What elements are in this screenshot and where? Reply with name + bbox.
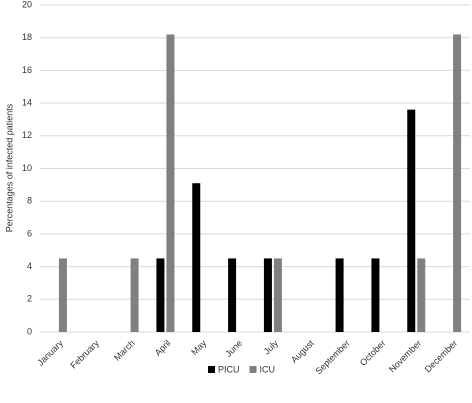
bar [166, 34, 175, 333]
y-tick-label: 18 [22, 32, 32, 42]
bar [273, 258, 282, 332]
x-tick-label: September [313, 338, 351, 376]
x-tick-label: March [112, 338, 137, 363]
x-tick-label: June [223, 338, 244, 359]
legend-label: PICU [218, 364, 240, 374]
bar [417, 258, 426, 332]
y-tick-label: 10 [22, 163, 32, 173]
x-tick-label: April [153, 338, 173, 358]
y-tick-label: 12 [22, 130, 32, 140]
x-tick-label: December [423, 338, 459, 374]
x-tick-label: July [262, 338, 281, 357]
bar [130, 258, 139, 332]
bar [335, 258, 344, 332]
x-tick-label: October [358, 338, 388, 368]
y-axis-label: Percentages of infected patients [4, 103, 14, 232]
legend-swatch [249, 366, 257, 373]
bar [263, 258, 272, 332]
y-tick-label: 8 [27, 196, 32, 206]
x-tick-label: January [35, 338, 65, 368]
y-tick-label: 2 [27, 294, 32, 304]
bar [407, 109, 416, 332]
y-tick-label: 6 [27, 228, 32, 238]
x-tick-label: May [189, 338, 208, 357]
bar [192, 183, 201, 332]
y-tick-label: 0 [27, 326, 32, 336]
x-tick-label: August [289, 338, 316, 365]
bar [453, 34, 462, 333]
x-tick-label: November [387, 338, 423, 374]
bar [156, 258, 165, 332]
y-tick-label: 4 [27, 261, 32, 271]
y-tick-label: 20 [22, 0, 32, 9]
legend-label: ICU [260, 364, 276, 374]
bar [58, 258, 67, 332]
legend-swatch [208, 366, 215, 373]
bar [371, 258, 380, 332]
x-tick-label: February [68, 338, 101, 371]
y-tick-label: 14 [22, 97, 32, 107]
y-tick-label: 16 [22, 65, 32, 75]
bar [228, 258, 237, 332]
